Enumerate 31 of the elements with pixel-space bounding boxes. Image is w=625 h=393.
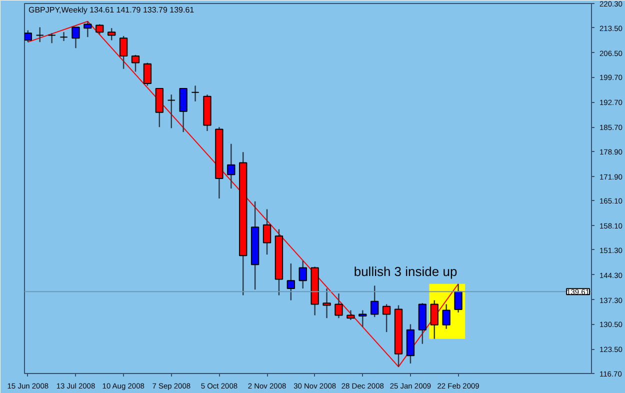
candlestick xyxy=(155,88,164,128)
candlestick xyxy=(382,304,391,333)
candlestick xyxy=(108,28,116,41)
line-series xyxy=(27,20,459,368)
chart-title: GBPJPY,Weekly 134.61 141.79 133.79 139.61 xyxy=(28,6,195,14)
candlestick xyxy=(179,88,188,133)
candlestick xyxy=(442,304,450,330)
candlestick xyxy=(167,94,176,129)
candlestick xyxy=(430,300,438,340)
candlestick xyxy=(48,32,56,44)
candlestick xyxy=(346,310,355,321)
candlestick xyxy=(262,208,272,256)
candlestick xyxy=(24,30,32,43)
candlestick xyxy=(298,260,307,290)
candlestick xyxy=(227,143,236,190)
candlestick xyxy=(143,62,152,86)
candlestick xyxy=(322,288,331,319)
candlestick xyxy=(358,310,367,328)
candlestick xyxy=(286,262,296,301)
candlestick xyxy=(454,283,462,314)
candlestick xyxy=(60,31,68,42)
candlestick xyxy=(131,54,140,72)
band-label: bullish 3 inside up xyxy=(354,264,458,279)
candlestick xyxy=(119,35,128,70)
candlestick xyxy=(96,24,104,35)
candlestick xyxy=(36,26,44,43)
candlestick xyxy=(334,292,343,319)
candlestick xyxy=(370,285,379,318)
candlestick xyxy=(191,85,200,102)
candlestick xyxy=(72,26,80,49)
candlestick xyxy=(84,20,92,38)
